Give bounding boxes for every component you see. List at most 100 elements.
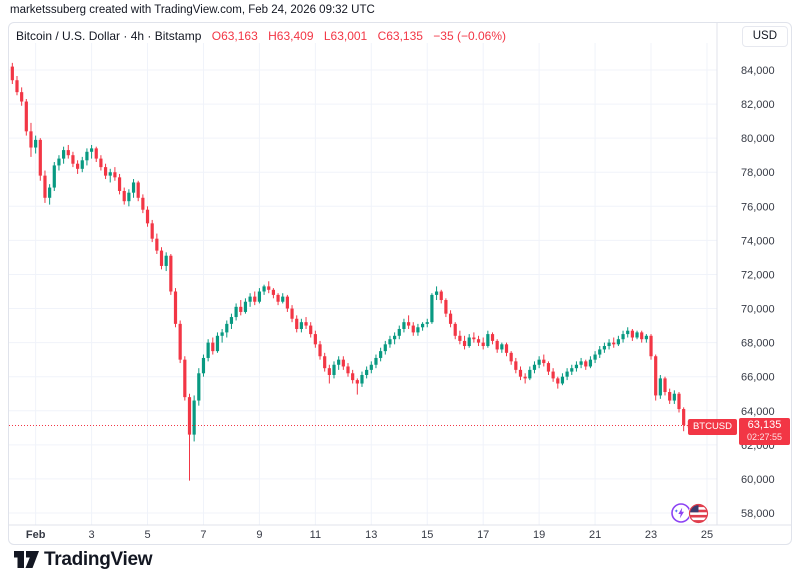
x-axis-label: 19 [533,529,545,541]
candle [514,361,518,370]
candle [397,328,401,336]
candle [602,346,607,350]
candle [15,80,19,93]
candle [71,155,75,164]
candle [570,368,574,372]
candle [672,393,676,401]
candle [416,327,420,333]
candle [159,250,164,266]
candle [495,340,499,350]
candle [220,332,224,336]
candle [173,291,178,324]
candle [309,325,313,335]
ohlc-change: −35 (−0.06%) [433,29,507,43]
candle [304,322,308,326]
candle [164,255,168,266]
candle [327,368,331,375]
candle [257,291,262,302]
candle [136,182,140,198]
candle [420,323,425,328]
candle [518,369,523,377]
candle [630,330,634,338]
tradingview-logo[interactable]: TradingView [13,549,153,575]
x-axis-label: 15 [421,529,433,541]
candle [239,306,243,312]
candle [122,190,126,202]
candle [332,364,336,375]
x-axis-label: 7 [200,529,206,541]
candle [234,306,238,318]
x-axis-label: 13 [365,529,377,541]
y-axis-label: 82,000 [741,99,775,111]
candle [211,342,215,352]
candle [281,296,285,302]
currency-usd-button[interactable]: USD [741,26,788,47]
candle [593,354,597,360]
candle [402,322,406,329]
candle [206,342,210,358]
candle [369,364,373,370]
candles-layer [10,62,690,481]
tradingview-logo-icon [14,551,39,568]
candle [509,352,513,362]
candle [476,339,481,343]
candle [290,308,294,319]
candle [579,361,583,365]
candle [229,317,234,324]
ohlc-high: H63,409 [268,29,314,43]
candle [565,371,569,377]
x-axis-label: 17 [477,529,489,541]
candle [407,322,411,326]
candle [458,335,462,341]
candle [374,357,378,365]
y-axis-label: 66,000 [741,372,775,384]
candle [225,323,229,333]
candle [365,369,369,375]
candle [10,66,14,81]
gridlines [9,43,717,525]
x-axis-label: 23 [645,529,657,541]
candle [663,378,667,393]
candlestick-chart[interactable]: 84,000 82,000 80,000 78,000 76,000 74,000 72,0… [9,23,791,544]
candle [393,335,397,340]
candle [187,397,192,435]
candle [635,332,639,338]
candle [542,359,546,364]
us-flag-icon [688,503,709,524]
candle [253,296,257,302]
candle [626,330,630,335]
last-price-value: 63,135 [747,419,782,431]
candle [108,172,112,176]
ohlc-close: C63,135 [377,29,423,43]
ohlc-low: L63,001 [323,29,368,43]
y-axis-label: 60,000 [741,474,775,486]
x-axis-label: Feb [26,529,46,541]
candle [197,373,201,401]
candle [528,369,532,379]
candle [337,359,341,365]
candle [654,356,658,396]
candle [34,139,38,148]
x-axis-label: 21 [589,529,601,541]
candle [52,165,56,188]
candle [85,151,89,161]
symbol-logos [671,503,711,524]
x-axis-label: 5 [144,529,150,541]
y-axis-label: 74,000 [741,235,775,247]
y-axis-label: 68,000 [741,338,775,350]
candle [668,392,672,401]
candle [89,148,94,152]
candle [500,344,504,350]
candle [271,289,276,295]
candle [103,167,108,176]
candle [94,148,98,159]
y-axis-label: 80,000 [741,133,775,145]
candle [276,294,280,302]
ohlc-open: O63,163 [211,29,258,43]
candle [155,238,159,251]
candle [75,163,80,169]
candle [183,359,187,398]
candle [313,334,317,345]
candle [57,158,61,166]
candle [169,255,173,292]
